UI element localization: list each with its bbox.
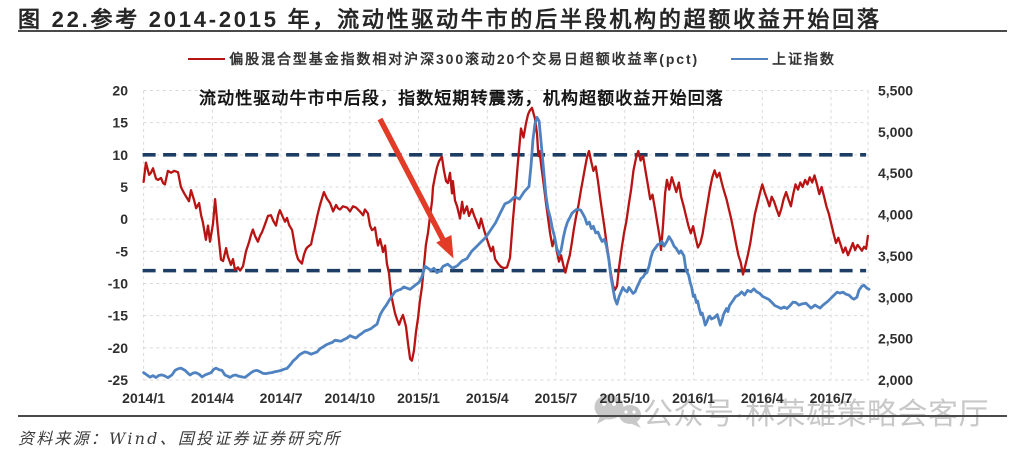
x-tick-label: 2015/7 — [535, 390, 578, 406]
legend-label-sse-index: 上证指数 — [772, 51, 836, 67]
footer-rule — [18, 415, 1007, 417]
y-left-tick-label: -25 — [108, 372, 128, 388]
y-right-tick-label: 3,500 — [878, 248, 913, 264]
y-left-tick-label: 5 — [120, 179, 128, 195]
y-right-tick-label: 3,000 — [878, 289, 913, 305]
legend-line-red — [188, 58, 226, 60]
annotation-arrow — [377, 117, 454, 259]
chart-legend: 偏股混合型基金指数相对沪深300滚动20个交易日超额收益率(pct) 上证指数 — [0, 49, 1024, 69]
y-right-tick-label: 5,000 — [878, 124, 913, 140]
x-tick-label: 2014/7 — [260, 390, 303, 406]
title-underline — [18, 30, 1007, 32]
y-right-tick-label: 4,000 — [878, 207, 913, 223]
y-right-tick-label: 2,000 — [878, 372, 913, 388]
series-line-sse-index — [142, 116, 871, 380]
y-left-tick-label: 0 — [120, 211, 128, 227]
x-tick-label: 2014/1 — [122, 390, 165, 406]
gridlines — [143, 90, 869, 381]
x-tick-label: 2016/7 — [810, 390, 853, 406]
legend-item-sse-index: 上证指数 — [731, 49, 836, 69]
y-left-tick-label: 20 — [112, 83, 128, 99]
x-tick-label: 2014/4 — [191, 390, 234, 406]
y-left-tick-label: -5 — [116, 243, 129, 259]
series-line-fund-excess-return — [142, 106, 870, 362]
x-tick-label: 2016/4 — [741, 390, 784, 406]
x-tick-label: 2016/1 — [672, 390, 715, 406]
figure-title: 图 22.参考 2014-2015 年，流动性驱动牛市的后半段机构的超额收益开始… — [18, 7, 882, 32]
chart-annotation: 流动性驱动牛市中后段，指数短期转震荡，机构超额收益开始回落 — [199, 89, 724, 108]
y-left-tick-label: -10 — [108, 276, 128, 292]
source-note: 资料来源：Wind、国投证券证券研究所 — [18, 429, 342, 448]
x-tick-label: 2014/10 — [325, 390, 376, 406]
wechat-icon — [594, 394, 641, 428]
y-right-tick-label: 4,500 — [878, 165, 913, 181]
legend-item-fund-excess-return: 偏股混合型基金指数相对沪深300滚动20个交易日超额收益率(pct) — [188, 49, 699, 69]
y-axis-right-labels: 5,500 5,000 4,500 4,000 3,500 3,000 2,500 2,000 — [878, 83, 913, 389]
legend-line-blue — [731, 58, 769, 60]
x-axis-labels: 2014/1 2014/4 2014/7 2014/10 2015/1 2015/4 201… — [122, 390, 852, 406]
y-left-tick-label: 15 — [112, 115, 128, 131]
x-tick-label: 2015/4 — [466, 390, 509, 406]
x-tick-label: 2015/10 — [599, 390, 650, 406]
watermark: 公众号·林荣雄策略会客厅 — [594, 394, 989, 431]
y-right-tick-label: 5,500 — [878, 83, 913, 99]
y-left-tick-label: -20 — [108, 340, 128, 356]
y-right-tick-label: 2,500 — [878, 331, 913, 347]
y-left-tick-label: -15 — [108, 308, 128, 324]
y-axis-left-labels: 20 15 10 5 0 -5 -10 -15 -20 -25 — [108, 83, 128, 389]
y-left-tick-label: 10 — [112, 147, 128, 163]
x-tick-label: 2015/1 — [397, 390, 440, 406]
legend-label-fund-excess-return: 偏股混合型基金指数相对沪深300滚动20个交易日超额收益率(pct) — [229, 51, 700, 67]
watermark-text: 公众号·林荣雄策略会客厅 — [643, 398, 989, 431]
